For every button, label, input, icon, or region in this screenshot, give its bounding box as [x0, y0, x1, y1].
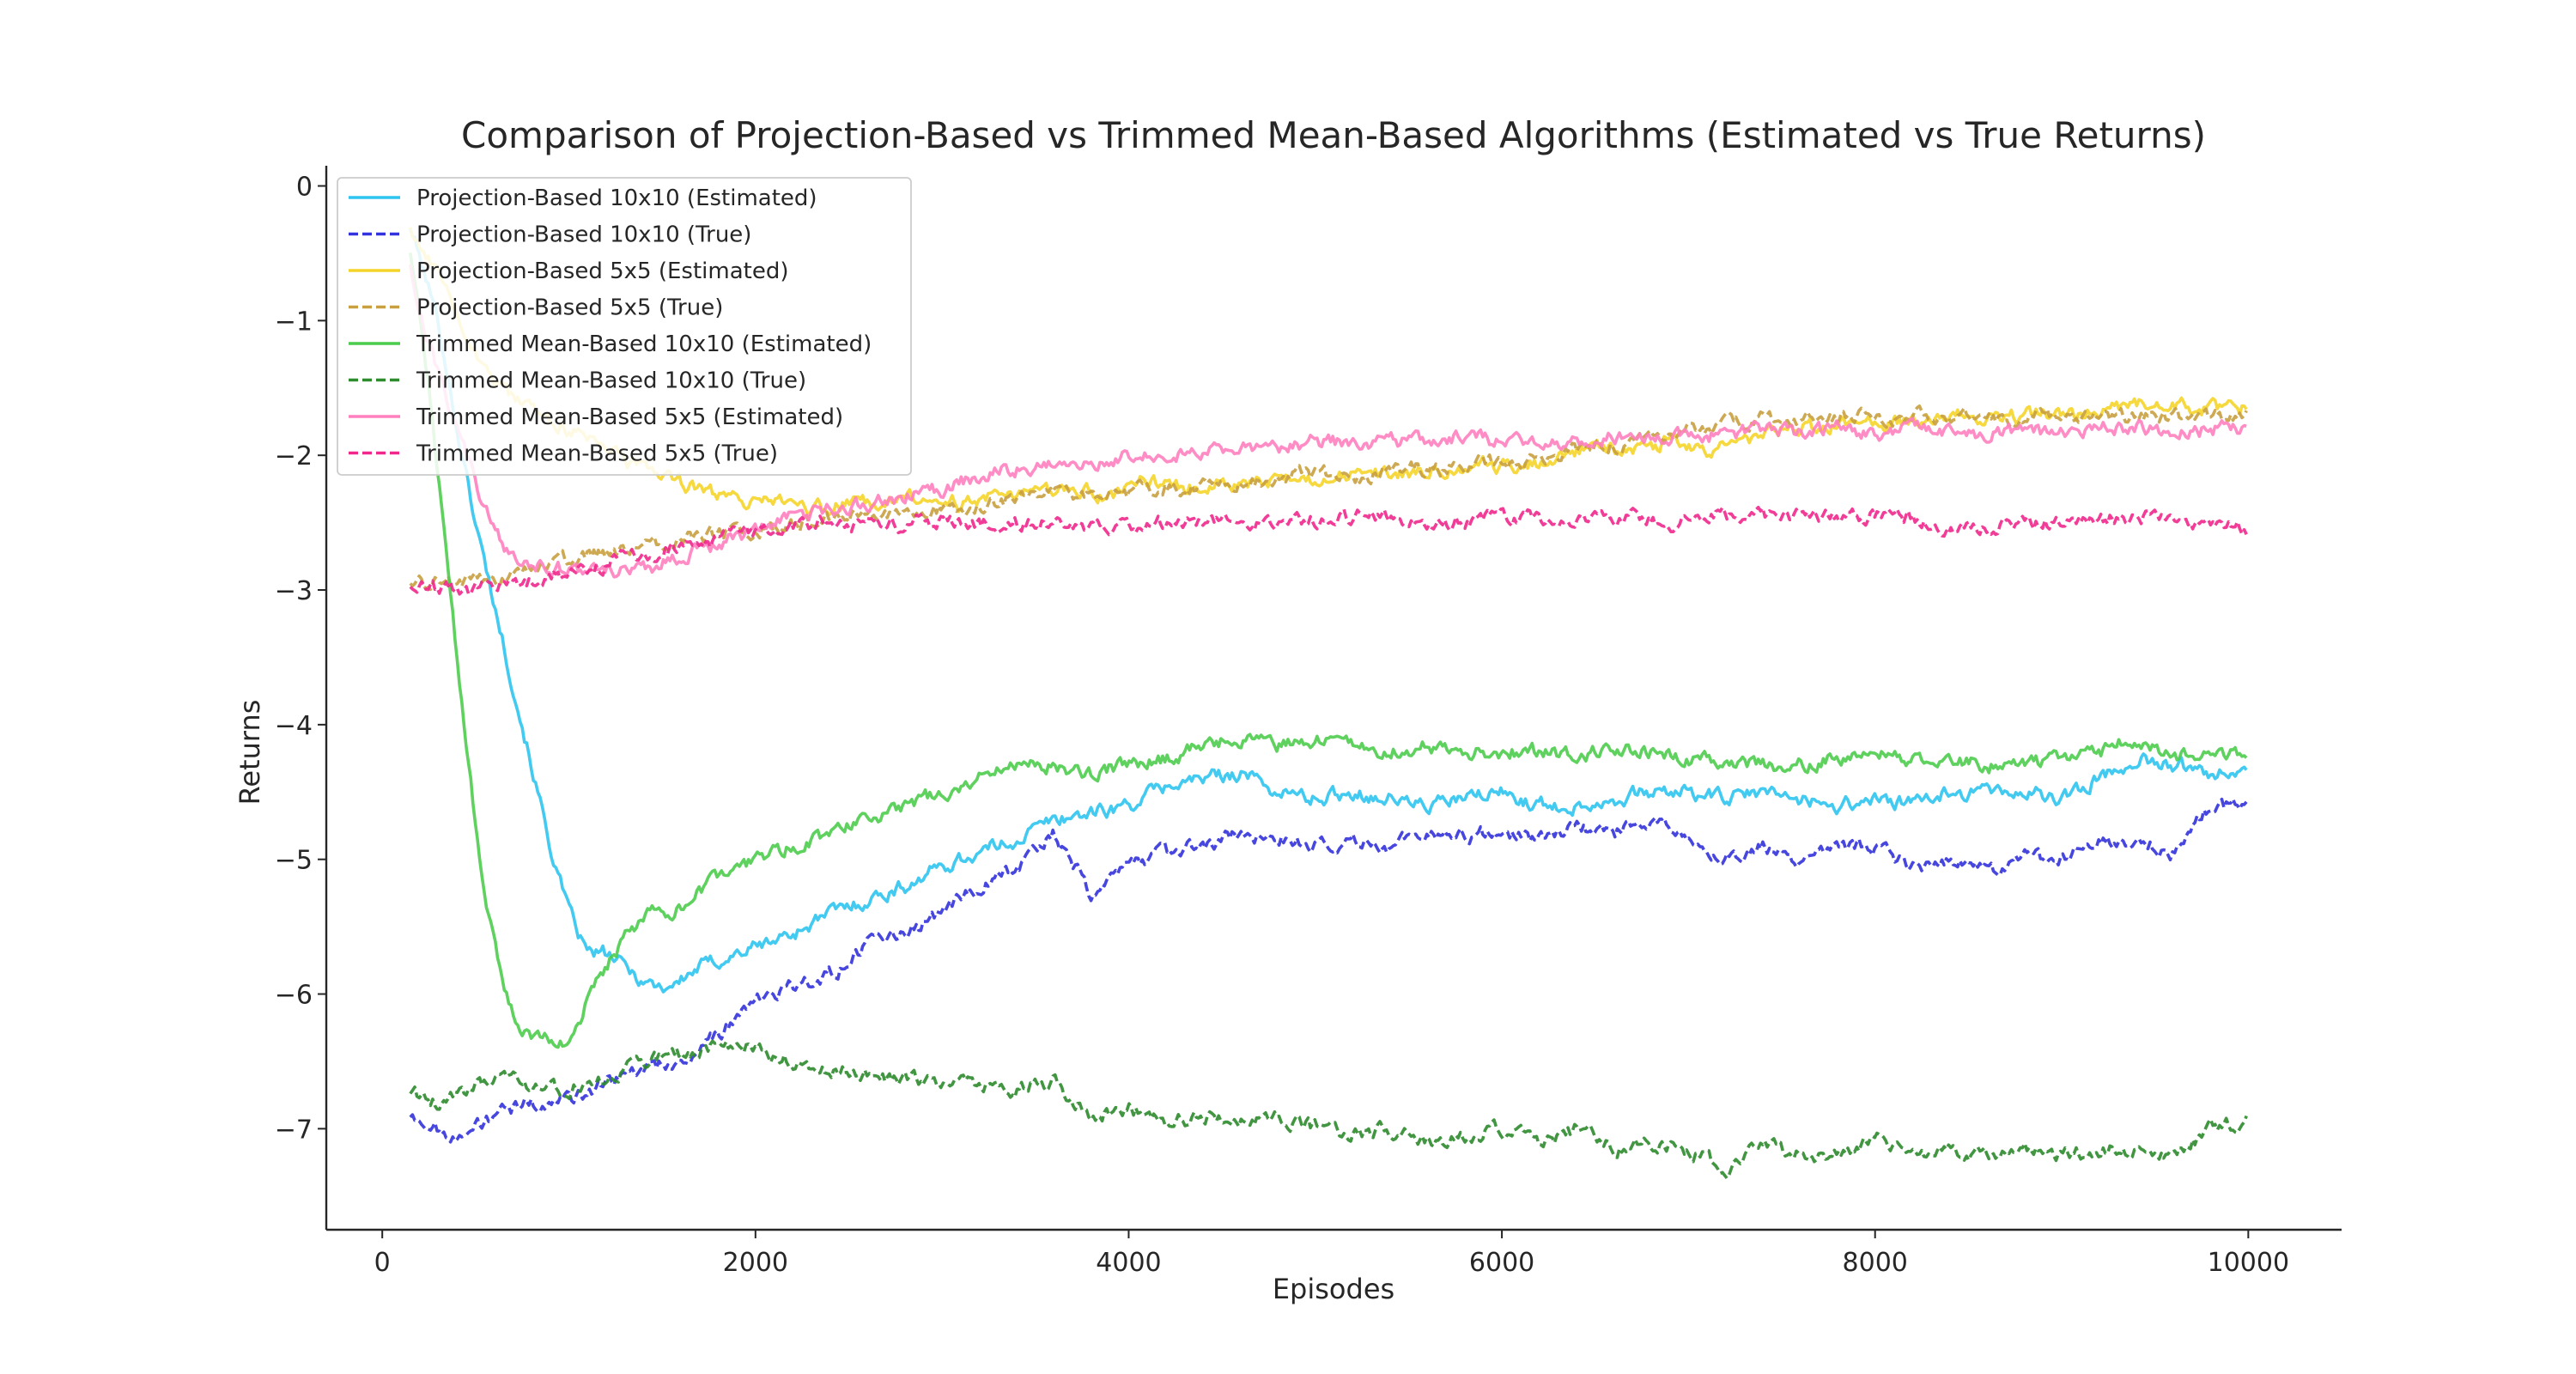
series-line-7	[409, 505, 2248, 596]
x-tick-label: 8000	[1843, 1248, 1908, 1278]
series-line-0	[409, 228, 2248, 994]
series-line-6	[409, 264, 2247, 579]
y-tick-label: −7	[275, 1115, 313, 1145]
y-tick-label: −3	[275, 576, 313, 606]
legend-entry-label: Projection-Based 10x10 (Estimated)	[416, 185, 817, 211]
y-tick-label: −5	[275, 846, 313, 876]
series-line-5	[409, 1039, 2248, 1180]
axes: 0 2000 4000 6000 8000 10000 0 −1 −2 −3 −4 −5 −6 −7	[275, 166, 2342, 1278]
series-line-3	[409, 404, 2248, 592]
x-tick-label: 4000	[1096, 1248, 1161, 1278]
legend-entry-label: Trimmed Mean-Based 5x5 (Estimated)	[416, 404, 843, 430]
x-axis-label: Episodes	[1273, 1273, 1394, 1305]
series-line-2	[409, 227, 2248, 519]
x-tick-label: 0	[374, 1248, 391, 1278]
y-tick-label: −6	[275, 981, 313, 1011]
legend-entry-label: Projection-Based 5x5 (True)	[416, 295, 723, 321]
series-line-1	[409, 797, 2248, 1144]
y-tick-label: −4	[275, 711, 313, 741]
y-axis-label: Returns	[234, 700, 266, 806]
legend-entry-label: Trimmed Mean-Based 10x10 (True)	[416, 368, 806, 394]
legend-entry-label: Trimmed Mean-Based 10x10 (Estimated)	[416, 331, 872, 357]
legend-entry-label: Trimmed Mean-Based 5x5 (True)	[416, 441, 778, 467]
y-tick-label: 0	[296, 173, 313, 203]
y-tick-label: −2	[275, 441, 313, 471]
chart-title: Comparison of Projection-Based vs Trimme…	[461, 114, 2206, 156]
plot-area	[409, 227, 2248, 1180]
x-tick-label: 6000	[1469, 1248, 1534, 1278]
x-tick-label: 10000	[2208, 1248, 2289, 1278]
series-line-4	[409, 252, 2248, 1049]
legend: Projection-Based 10x10 (Estimated) Projec…	[337, 177, 912, 476]
x-tick-label: 2000	[723, 1248, 788, 1278]
y-tick-label: −1	[275, 307, 313, 337]
legend-entry-label: Projection-Based 10x10 (True)	[416, 222, 751, 248]
legend-entry-label: Projection-Based 5x5 (Estimated)	[416, 258, 788, 284]
legend-box	[337, 177, 912, 476]
